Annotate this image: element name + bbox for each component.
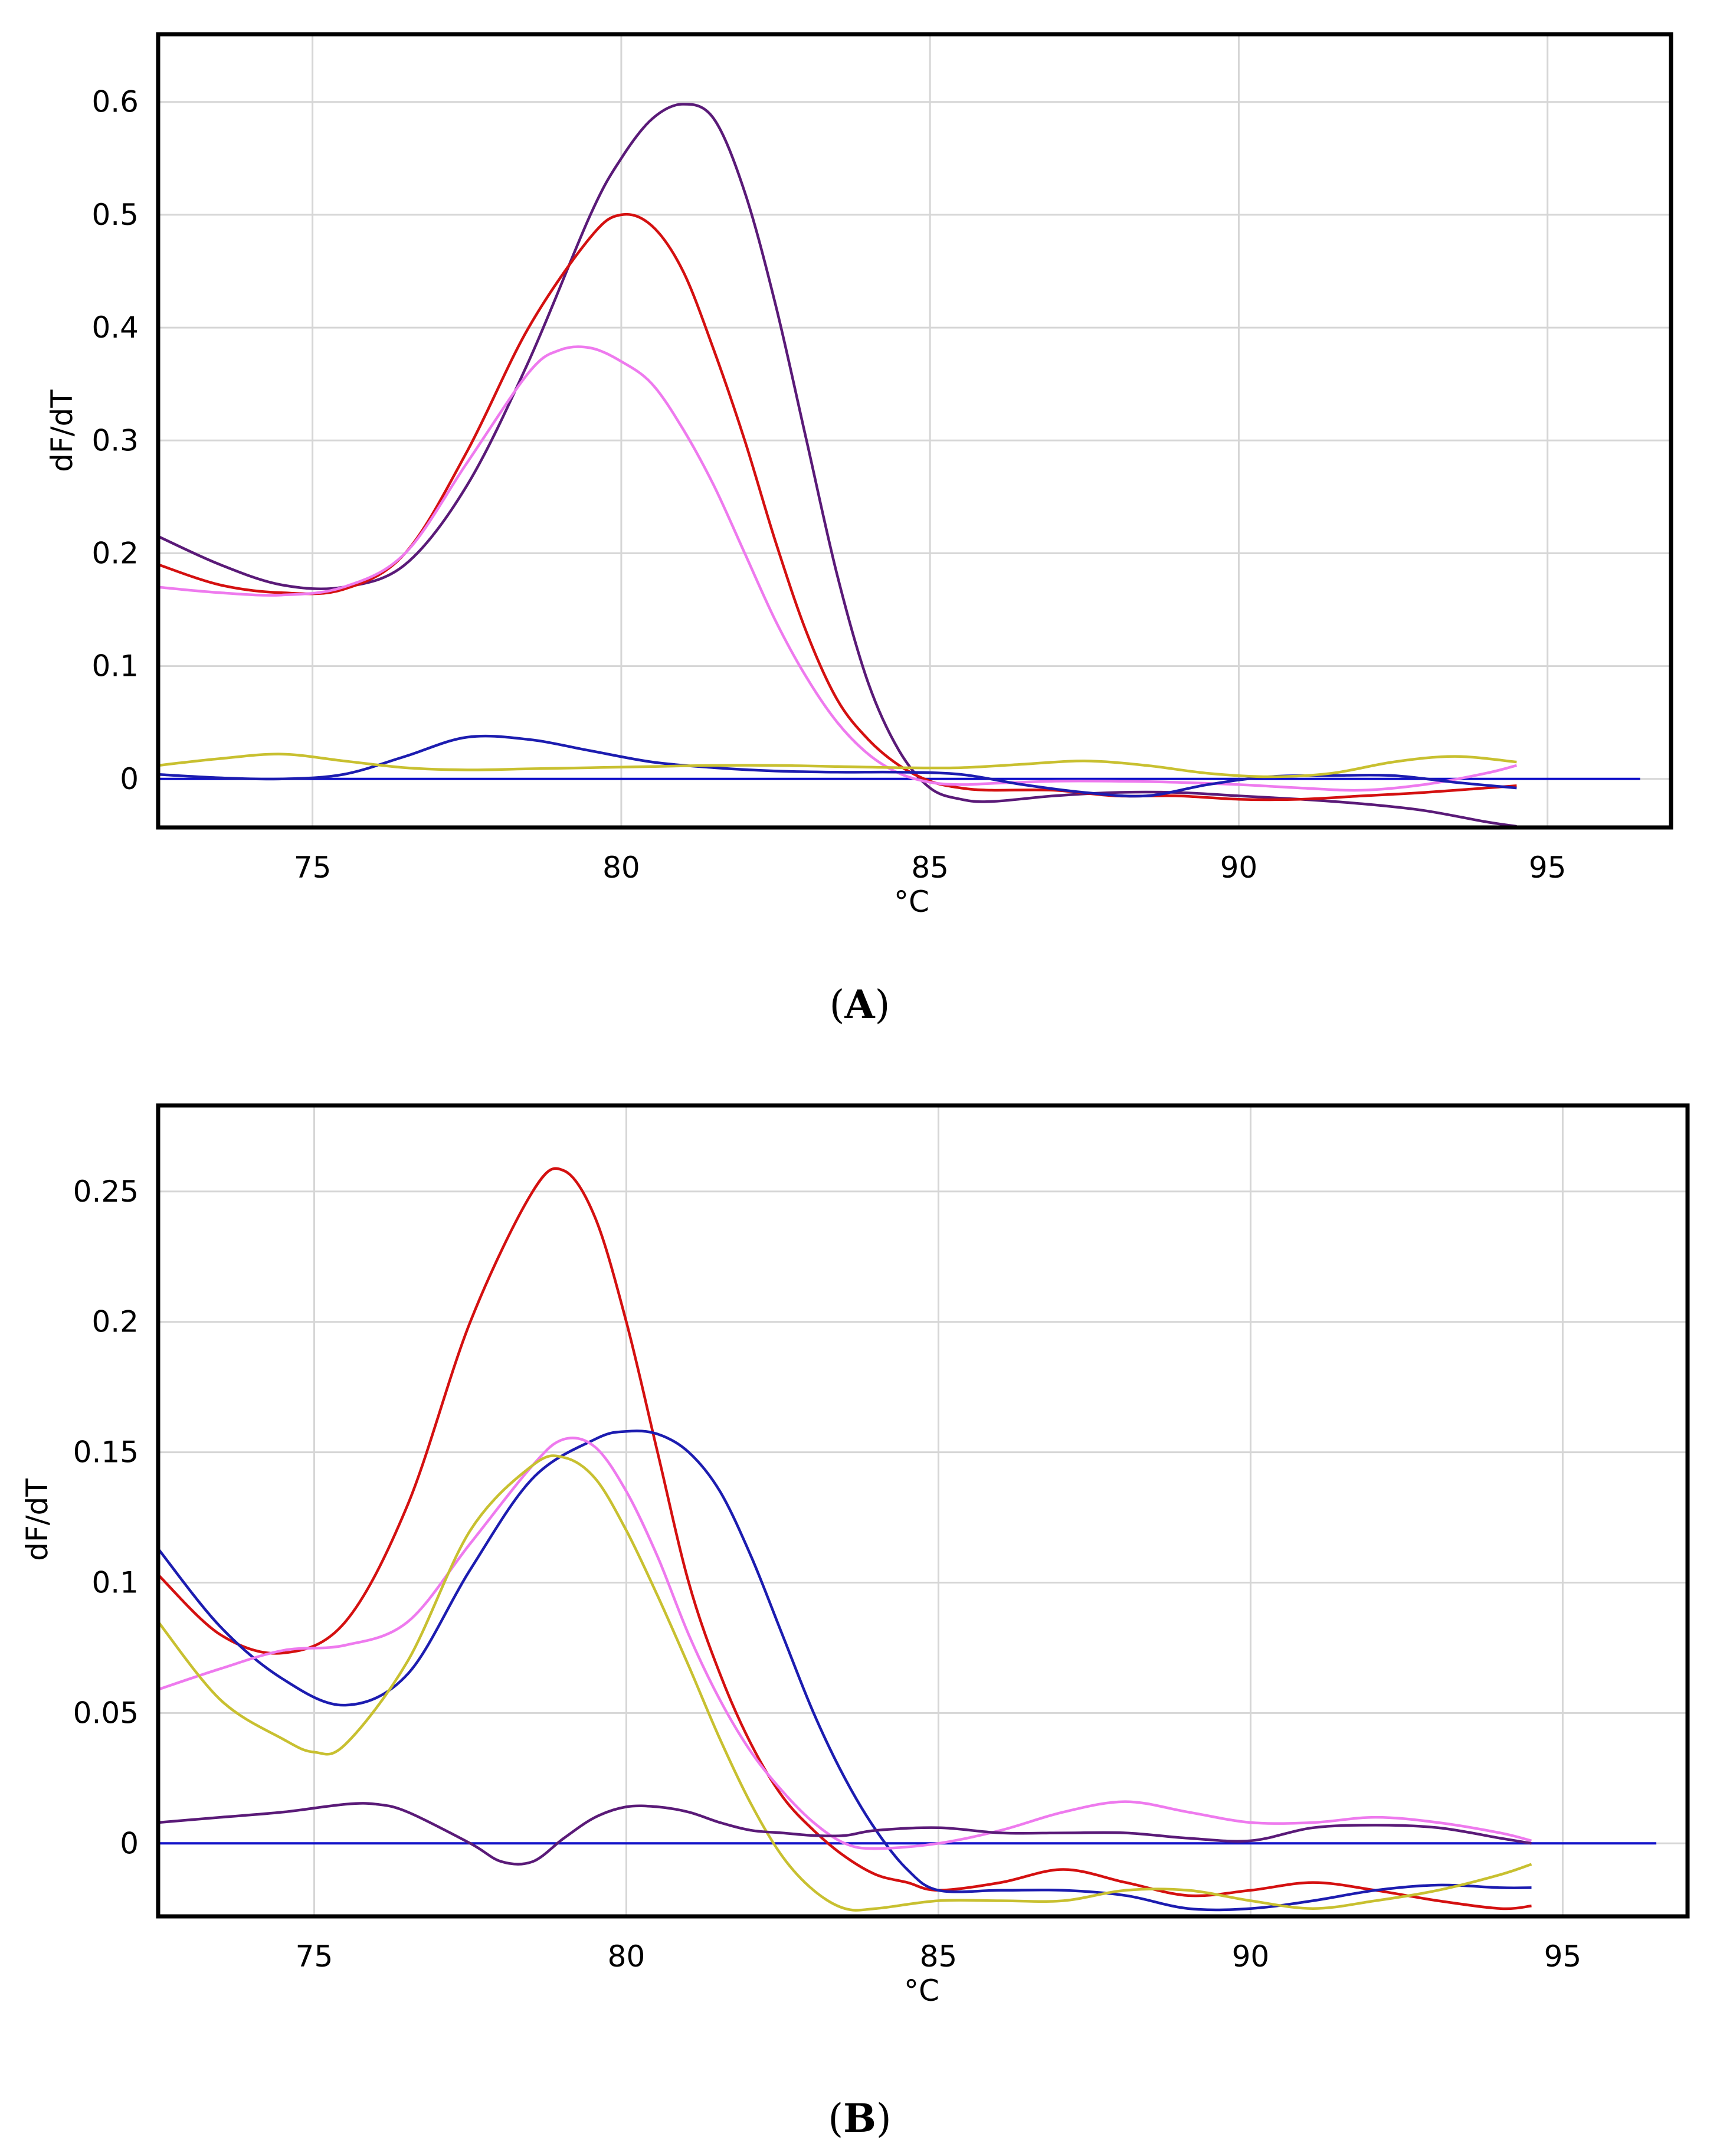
y-tick-label: 0.1 (91, 1565, 139, 1599)
y-tick-label: 0.5 (91, 198, 139, 232)
x-tick-label: 75 (294, 850, 332, 885)
x-tick-label: 80 (602, 850, 640, 885)
y-tick-label: 0.4 (91, 310, 139, 345)
x-gridlines (312, 34, 1549, 827)
x-tick-label: 90 (1232, 1939, 1270, 1974)
y-tick-label: 0 (120, 1826, 139, 1860)
series-line-red (157, 1167, 1532, 1910)
y-tick-label: 0.6 (91, 85, 139, 119)
x-tick-label: 95 (1529, 850, 1567, 885)
y-axis-title: dF/dT (45, 390, 79, 472)
x-tick-labels: 75 80 85 90 95 (294, 850, 1567, 885)
x-tick-label: 85 (920, 1939, 958, 1974)
x-axis-title: °C (904, 1974, 939, 2008)
y-tick-label: 0.05 (73, 1696, 139, 1730)
series-line-yellow (157, 1454, 1532, 1912)
series-line-yellow (158, 753, 1517, 778)
panel-caption-b: (B) (828, 2095, 891, 2141)
caption-letter-a: A (844, 982, 875, 1028)
series-line-pink (158, 345, 1517, 792)
series-line-red (158, 212, 1517, 801)
series-lines (158, 103, 1640, 828)
series-line-purple (158, 103, 1517, 828)
panel-caption-a: (A) (830, 982, 890, 1028)
chart-panel-a: 75 80 85 90 95 0 0.1 0.2 0.3 0.4 0.5 0.6… (45, 32, 1673, 919)
y-tick-label: 0.3 (91, 423, 139, 457)
y-tick-labels: 0 0.1 0.2 0.3 0.4 0.5 0.6 (91, 85, 139, 796)
y-tick-labels: 0 0.05 0.1 0.15 0.2 0.25 (73, 1174, 139, 1861)
y-tick-label: 0.1 (91, 649, 139, 683)
series-line-pink (158, 1437, 1532, 1850)
y-tick-label: 0.2 (91, 1305, 139, 1339)
x-tick-label: 80 (608, 1939, 646, 1974)
chart-panel-b: 75 80 85 90 95 0 0.05 0.1 0.15 0.2 0.25 … (20, 1103, 1690, 2008)
plot-frame (156, 1103, 1690, 1919)
x-tick-label: 75 (296, 1939, 333, 1974)
plot-frame (156, 32, 1673, 830)
series-line-blue (157, 1429, 1532, 1912)
y-tick-label: 0.2 (91, 536, 139, 570)
x-gridlines (313, 1105, 1564, 1916)
y-tick-label: 0.25 (73, 1174, 139, 1209)
x-axis-title: °C (894, 885, 929, 919)
caption-letter-b: B (843, 2095, 876, 2141)
x-tick-label: 95 (1544, 1939, 1582, 1974)
series-line-purple (158, 1802, 1532, 1866)
y-tick-label: 0.15 (73, 1435, 139, 1470)
x-tick-label: 90 (1220, 850, 1258, 885)
x-tick-label: 85 (911, 850, 949, 885)
y-tick-label: 0 (120, 762, 139, 796)
x-tick-labels: 75 80 85 90 95 (296, 1939, 1582, 1974)
y-axis-title: dF/dT (20, 1478, 54, 1561)
series-lines (157, 1167, 1657, 1912)
